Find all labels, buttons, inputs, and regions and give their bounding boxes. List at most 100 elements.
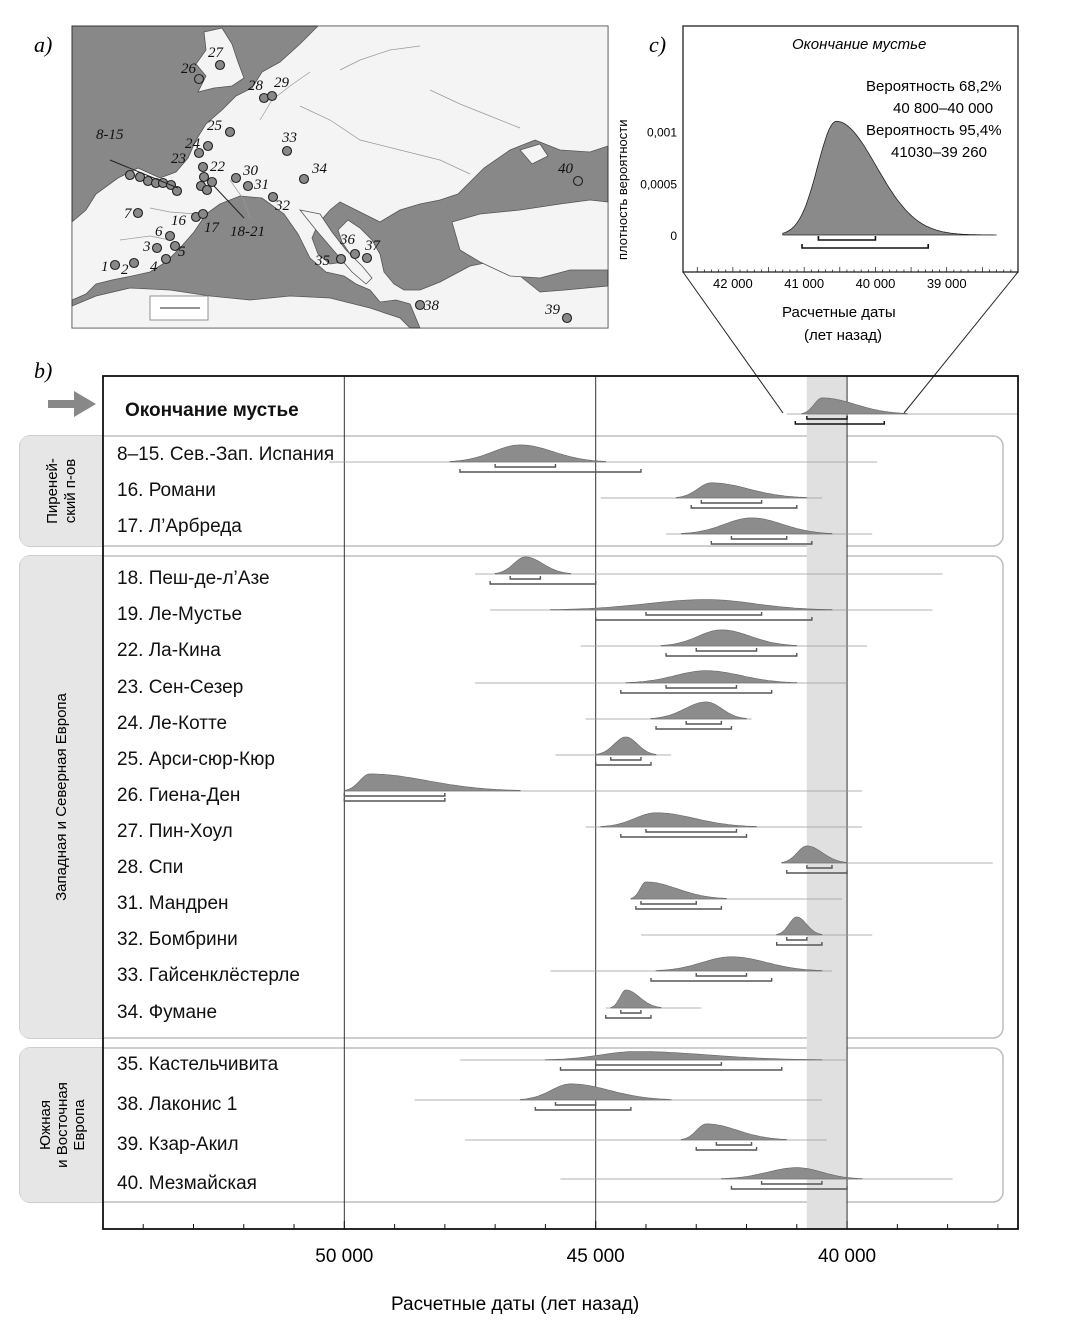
range-95-bracket — [534, 1107, 632, 1111]
site-label-6: 6 — [155, 224, 163, 240]
site-dot-4 — [160, 253, 172, 265]
inset-prob95-label: Вероятность 95,4% — [866, 122, 1002, 139]
range-95-bracket — [786, 870, 848, 874]
site-label-40: 40 — [558, 161, 574, 177]
site-dot-25 — [193, 73, 205, 85]
distribution-row — [343, 773, 863, 802]
inset-x-tick-label: 39 000 — [927, 276, 967, 291]
site-dot-26 — [214, 59, 226, 71]
distribution-shape — [630, 881, 727, 900]
range-95-bracket — [594, 617, 813, 621]
distribution-row — [781, 845, 993, 874]
row-label-saint-cesaire: 23. Сен-Сезер — [117, 677, 243, 698]
distribution-shape — [660, 629, 798, 647]
range-68-bracket — [620, 1010, 642, 1014]
site-label-22: 22 — [210, 159, 226, 175]
inset-y-tick-label: 0,001 — [647, 126, 677, 140]
site-label-5: 5 — [178, 244, 186, 260]
range-68-bracket — [695, 648, 758, 652]
row-label-arcy-sur-cure: 25. Арси-сюр-Кюр — [117, 749, 275, 770]
range-95-bracket — [459, 469, 642, 473]
row-label-la-quina: 22. Ла-Кина — [117, 640, 221, 661]
site-label-26: 26 — [181, 61, 197, 77]
site-dot-22 — [193, 147, 205, 159]
distribution-shape — [600, 812, 757, 828]
site-dot-30 — [242, 180, 254, 192]
map-land-crimea — [519, 143, 549, 165]
row-label-nw-spain: 8–15. Сев.-Зап. Испания — [117, 444, 334, 465]
site-label-24: 24 — [185, 136, 201, 152]
distribution-row — [600, 482, 822, 509]
range-95-bracket — [559, 1067, 783, 1071]
site-label-2: 2 — [121, 262, 129, 278]
site-dot-14 — [171, 185, 183, 197]
range-68-bracket — [730, 536, 788, 540]
distribution-shape — [675, 482, 808, 499]
site-label-34: 34 — [311, 161, 328, 177]
inset-x-axis-label-1: Расчетные даты — [782, 304, 896, 321]
inset-prob68-range: 40 800–40 000 — [893, 100, 993, 117]
site-label-3: 3 — [142, 239, 151, 255]
range-95-bracket — [605, 1015, 652, 1019]
distribution-row — [585, 701, 752, 730]
site-label-33: 33 — [281, 130, 297, 146]
distribution-row — [630, 881, 843, 910]
range-68-bracket — [786, 937, 808, 941]
map-land-italy — [299, 209, 373, 285]
range-95-bracket — [620, 834, 748, 838]
plot-frame — [102, 375, 1019, 1230]
site-label-16: 16 — [171, 213, 187, 229]
site-dot-33 — [298, 173, 310, 185]
range-95-bracket — [655, 726, 733, 730]
site-dot-19 — [206, 176, 218, 188]
distribution-row — [640, 916, 873, 946]
row-label-ksar-akil: 39. Кзар-Акил — [117, 1134, 239, 1155]
site-label-18-21: 18-21 — [230, 224, 265, 240]
distribution-shape — [545, 1051, 823, 1061]
distribution-row — [580, 629, 868, 657]
site-dot-36 — [361, 252, 373, 264]
row-label-pech-de-laze: 18. Пеш-де-л’Азе — [117, 568, 270, 589]
range-95-bracket — [710, 541, 813, 545]
site-dot-31 — [267, 191, 279, 203]
distribution-shape — [680, 1123, 788, 1141]
site-label-29: 29 — [274, 75, 290, 91]
distribution-shape — [680, 517, 833, 535]
zoom-line-right — [903, 271, 1019, 414]
inset-title: Окончание мустье — [792, 36, 926, 53]
site-dot-3 — [151, 242, 163, 254]
distribution-shape — [650, 701, 747, 720]
range-95-bracket — [665, 653, 798, 657]
x-axis: 50 000 45 000 40 000 — [142, 1221, 999, 1267]
x-tick-label: 40 000 — [818, 1246, 876, 1267]
range-68-bracket — [806, 865, 833, 869]
site-dot-16 — [197, 208, 209, 220]
site-dot-32 — [281, 145, 293, 157]
distribution-row — [475, 670, 848, 694]
inset-x-tick-label: 42 000 — [713, 276, 753, 291]
inset-x-tick-label: 41 000 — [784, 276, 824, 291]
site-dot-37 — [414, 299, 426, 311]
distribution-row — [605, 989, 702, 1019]
row-label-pin-hole: 27. Пин-Хоул — [117, 821, 233, 842]
distribution-shape — [343, 773, 521, 792]
row-label-mezmaiskaya: 40. Мезмайская — [117, 1173, 257, 1194]
site-dot-24 — [224, 126, 236, 138]
range-95-bracket — [620, 690, 773, 694]
site-dot-2 — [128, 257, 140, 269]
distribution-shape — [550, 599, 833, 611]
inset-x-tick-label: 40 000 — [856, 276, 896, 291]
range-68-bracket — [594, 1062, 723, 1066]
distribution-rows — [329, 397, 1018, 1190]
distribution-shape — [781, 845, 848, 864]
row-labels: Окончание мустье 8–15. Сев.-Зап. Испания… — [117, 400, 334, 1194]
site-label-1: 1 — [101, 259, 109, 275]
distribution-shape — [655, 956, 823, 972]
group-iberia: Пиреней-ский п-ов — [19, 435, 1004, 547]
row-label-spy: 28. Спи — [117, 857, 183, 878]
site-label-35: 35 — [314, 253, 331, 269]
inset-y-ticks: 0,001 0,0005 0 — [640, 126, 677, 243]
distribution-row — [555, 736, 672, 766]
distribution-shape — [625, 670, 798, 684]
range-68-bracket — [695, 973, 748, 977]
